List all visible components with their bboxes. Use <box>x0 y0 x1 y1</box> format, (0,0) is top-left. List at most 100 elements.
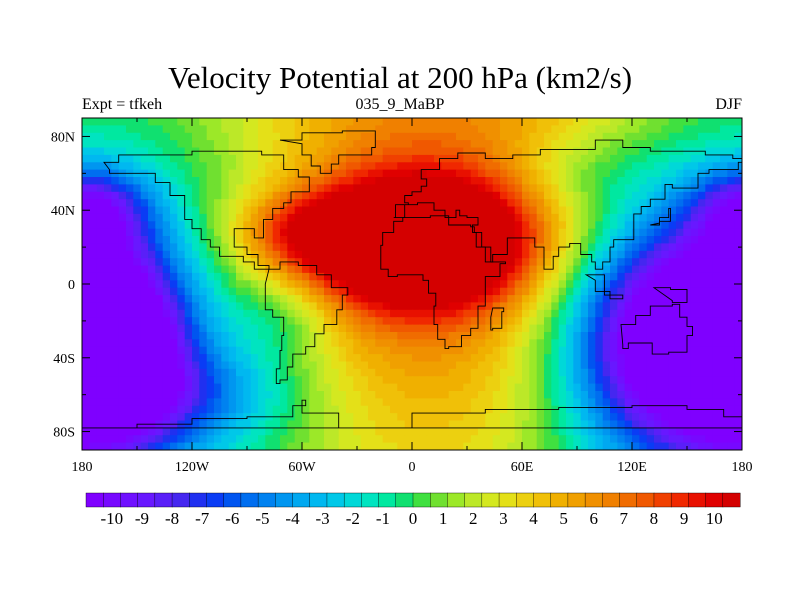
field-cell <box>184 265 193 274</box>
field-cell <box>624 302 633 311</box>
field-cell <box>89 280 98 289</box>
field-cell <box>632 324 640 333</box>
field-cell <box>683 169 692 178</box>
field-cell <box>192 324 200 333</box>
field-cell <box>309 317 318 326</box>
field-cell <box>412 125 420 134</box>
field-cell <box>507 324 516 333</box>
field-cell <box>82 376 90 385</box>
field-cell <box>360 236 369 244</box>
field-cell <box>470 376 479 385</box>
field-cell <box>683 250 692 259</box>
field-cell <box>280 125 288 134</box>
field-cell <box>140 383 149 392</box>
field-cell <box>566 324 574 333</box>
field-cell <box>558 221 567 230</box>
field-cell <box>96 191 105 200</box>
field-cell <box>595 147 604 156</box>
field-cell <box>456 302 464 311</box>
field-cell <box>588 354 596 363</box>
field-cell <box>375 332 384 340</box>
field-cell <box>412 368 420 377</box>
field-cell <box>426 295 435 304</box>
field-cell <box>668 177 677 185</box>
field-cell <box>309 213 318 222</box>
field-cell <box>280 169 288 178</box>
field-cell <box>727 213 736 222</box>
field-cell <box>690 213 699 222</box>
field-cell <box>698 184 706 193</box>
field-cell <box>82 309 90 318</box>
field-cell <box>360 118 369 126</box>
field-cell <box>507 420 516 429</box>
field-cell <box>595 228 604 237</box>
field-cell <box>272 125 281 134</box>
field-cell <box>580 199 589 208</box>
field-cell <box>588 427 596 436</box>
field-cell <box>514 332 523 340</box>
field-cell <box>676 376 684 385</box>
field-cell <box>654 132 662 141</box>
field-cell <box>712 184 721 193</box>
field-cell <box>148 250 156 259</box>
field-cell <box>676 361 684 370</box>
field-cell <box>412 376 420 385</box>
field-cell <box>573 206 582 215</box>
field-cell <box>104 169 112 178</box>
field-cell <box>448 140 457 149</box>
field-cell <box>360 221 369 230</box>
field-cell <box>96 132 105 141</box>
field-cell <box>470 383 479 392</box>
field-cell <box>529 272 538 281</box>
field-cell <box>646 383 655 392</box>
field-cell <box>192 199 200 208</box>
field-cell <box>375 265 384 274</box>
field-cell <box>162 383 171 392</box>
field-cell <box>676 250 684 259</box>
field-cell <box>720 442 728 450</box>
field-cell <box>419 368 428 377</box>
field-cell <box>353 272 362 281</box>
field-cell <box>170 361 178 370</box>
field-cell <box>382 295 391 304</box>
field-cell <box>441 405 450 414</box>
field-cell <box>632 206 640 215</box>
field-cell <box>507 147 516 156</box>
field-cell <box>595 206 604 215</box>
field-cell <box>441 295 450 304</box>
field-cell <box>111 236 120 244</box>
field-cell <box>573 376 582 385</box>
field-cell <box>470 302 479 311</box>
field-cell <box>573 162 582 171</box>
field-cell <box>463 162 472 171</box>
field-cell <box>529 442 538 450</box>
field-cell <box>236 199 244 208</box>
field-cell <box>500 125 508 134</box>
field-cell <box>236 332 244 340</box>
field-cell <box>170 243 178 252</box>
field-cell <box>272 324 281 333</box>
field-cell <box>456 376 464 385</box>
field-cell <box>654 398 662 407</box>
field-cell <box>177 118 186 126</box>
field-cell <box>529 250 538 259</box>
field-cell <box>419 147 428 156</box>
field-cell <box>712 236 721 244</box>
field-cell <box>434 258 442 267</box>
field-cell <box>316 368 325 377</box>
field-cell <box>426 162 435 171</box>
field-cell <box>287 184 296 193</box>
field-cell <box>360 295 369 304</box>
field-cell <box>184 221 193 230</box>
field-cell <box>624 280 633 289</box>
field-cell <box>404 287 413 296</box>
field-cell <box>287 405 296 414</box>
field-cell <box>573 191 582 200</box>
field-cell <box>654 332 662 340</box>
field-cell <box>698 125 706 134</box>
field-cell <box>668 125 677 134</box>
field-cell <box>309 125 318 134</box>
field-cell <box>390 177 398 185</box>
field-cell <box>712 177 721 185</box>
field-cell <box>500 332 508 340</box>
